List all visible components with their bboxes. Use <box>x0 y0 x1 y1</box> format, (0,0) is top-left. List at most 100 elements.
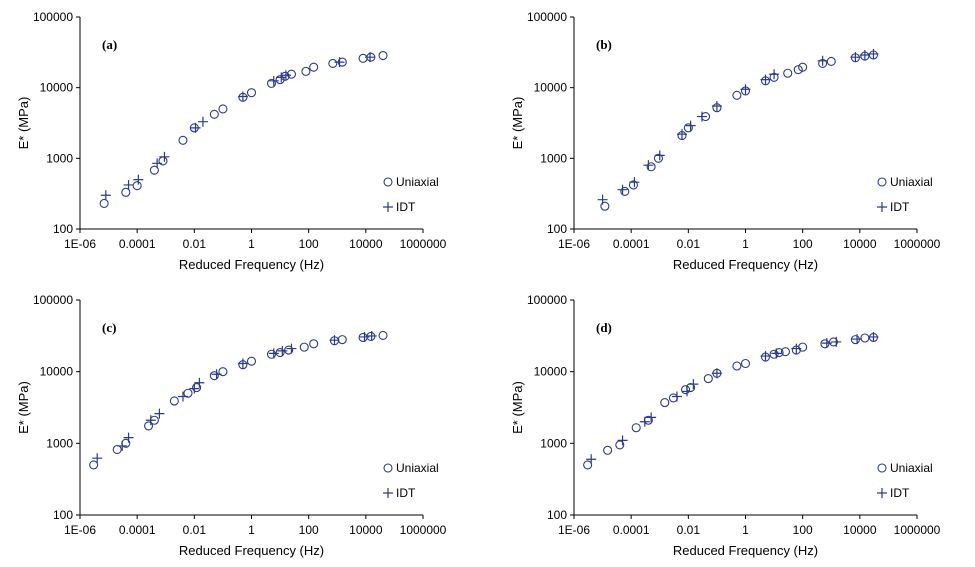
data-point-idt <box>688 379 699 390</box>
data-point-uniaxial <box>337 335 347 345</box>
data-point-idt <box>189 383 200 394</box>
data-point-uniaxial <box>860 333 870 343</box>
legend-marker-uniaxial <box>877 463 887 473</box>
y-axis-title: E* (MPa) <box>510 97 525 150</box>
data-point-uniaxial <box>703 374 713 384</box>
y-tick-label: 10000 <box>40 81 74 95</box>
x-axis-title: Reduced Frequency (Hz) <box>673 543 818 558</box>
x-tick-label: 1 <box>248 523 255 537</box>
data-point-idt <box>359 331 370 342</box>
data-point-uniaxial <box>774 347 784 358</box>
data-point-idt <box>654 150 665 161</box>
data-point-idt <box>740 84 751 95</box>
x-tick-label: 1E-06 <box>64 523 96 537</box>
data-point-idt <box>100 190 111 201</box>
panel-label: (b) <box>596 37 612 52</box>
data-point-uniaxial <box>378 50 388 61</box>
x-tick-label: 10000 <box>349 237 383 251</box>
x-tick-label: 1 <box>742 523 749 537</box>
y-tick-label: 1000 <box>540 436 567 450</box>
data-point-uniaxial <box>246 356 257 366</box>
x-tick-label: 10000 <box>843 237 877 251</box>
data-point-uniaxial <box>683 123 693 133</box>
axes <box>573 17 917 230</box>
data-point-uniaxial <box>286 69 297 79</box>
data-point-uniaxial <box>301 66 311 76</box>
y-tick-label: 1000 <box>46 151 73 165</box>
chart-panel-4: 100 1000 10000 100000 1E-06 0.0001 0.01 1 100 100… <box>510 293 941 558</box>
y-tick-label: 100 <box>547 508 567 522</box>
legend-label: Uniaxial <box>396 175 439 189</box>
x-tick-label: 100 <box>299 523 319 537</box>
data-point-idt <box>711 368 722 379</box>
y-tick-label: 100000 <box>33 10 73 24</box>
data-point-idt <box>237 91 248 102</box>
data-point-uniaxial <box>826 56 836 66</box>
data-point-uniaxial <box>583 460 593 470</box>
data-point-idt <box>682 386 693 397</box>
data-point-uniaxial <box>218 104 228 114</box>
data-point-uniaxial <box>275 347 285 358</box>
data-point-idt <box>159 151 170 162</box>
x-tick-label: 100 <box>299 237 319 251</box>
y-tick-label: 10000 <box>40 365 74 379</box>
y-tick-label: 1000 <box>46 436 73 450</box>
panel-label: (a) <box>102 37 117 52</box>
x-tick-label: 1 <box>248 237 255 251</box>
y-tick-label: 100 <box>53 508 73 522</box>
data-point-idt <box>859 49 870 60</box>
data-point-idt <box>643 160 654 171</box>
x-tick-label: 10000 <box>843 523 877 537</box>
x-axis-title: Reduced Frequency (Hz) <box>179 257 324 272</box>
data-point-idt <box>194 377 205 388</box>
data-point-uniaxial <box>600 201 610 211</box>
legend-marker-uniaxial <box>383 463 393 473</box>
x-tick-label: 1000000 <box>894 237 941 251</box>
x-tick-label: 0.01 <box>183 523 207 537</box>
panel-label: (d) <box>596 320 612 335</box>
x-tick-label: 0.0001 <box>119 237 156 251</box>
data-point-idt <box>760 74 771 85</box>
data-point-idt <box>277 345 288 356</box>
x-tick-label: 1000000 <box>400 237 447 251</box>
legend-label: IDT <box>396 200 416 214</box>
data-point-idt <box>123 179 134 190</box>
legend-label: Uniaxial <box>890 461 933 475</box>
data-point-uniaxial <box>732 90 742 100</box>
data-point-idt <box>817 55 828 66</box>
data-point-idt <box>268 75 279 86</box>
data-point-uniaxial <box>121 187 131 197</box>
data-point-uniaxial <box>309 62 319 72</box>
data-point-uniaxial <box>783 68 793 78</box>
data-point-idt <box>268 348 279 359</box>
data-point-uniaxial <box>740 358 751 369</box>
data-point-idt <box>286 343 297 354</box>
axes <box>79 17 423 230</box>
data-point-uniaxial <box>660 398 670 408</box>
panel-label: (c) <box>102 320 116 335</box>
data-point-uniaxial <box>299 342 309 352</box>
data-point-idt <box>133 174 144 185</box>
x-tick-label: 0.0001 <box>613 237 650 251</box>
data-point-uniaxial <box>769 349 779 359</box>
data-point-idt <box>197 116 208 127</box>
y-axis-title: E* (MPa) <box>16 97 31 150</box>
data-point-idt <box>769 69 780 80</box>
data-point-idt <box>850 52 861 63</box>
data-point-idt <box>237 358 248 369</box>
x-tick-label: 0.01 <box>677 237 701 251</box>
data-point-uniaxial <box>266 78 277 88</box>
data-point-idt <box>276 72 287 83</box>
chart-panel-2: 100 1000 10000 100000 1E-06 0.0001 0.01 1 100 100… <box>510 10 941 272</box>
x-tick-label: 1000000 <box>894 523 941 537</box>
data-point-uniaxial <box>218 367 228 377</box>
data-point-idt <box>145 415 156 426</box>
data-point-uniaxial <box>820 339 830 349</box>
data-point-idt <box>711 101 722 112</box>
data-point-idt <box>852 334 863 345</box>
data-point-uniaxial <box>209 371 219 381</box>
data-point-idt <box>617 184 628 195</box>
data-point-uniaxial <box>112 444 122 455</box>
x-tick-label: 0.01 <box>183 237 207 251</box>
